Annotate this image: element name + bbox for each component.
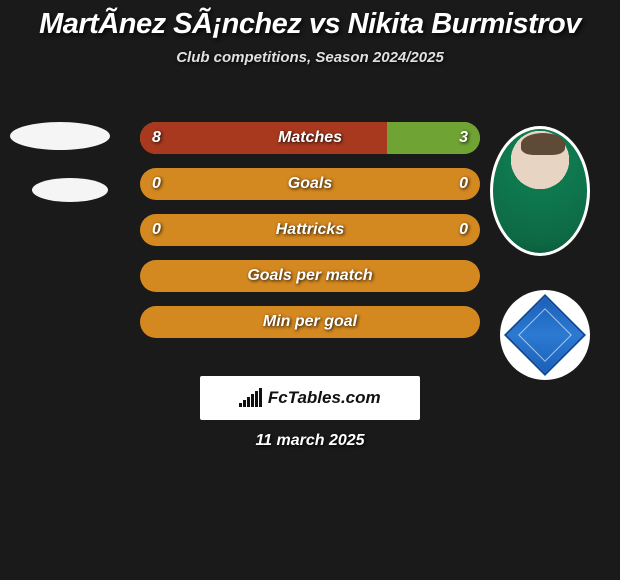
stat-label: Hattricks [140,221,480,239]
page-title: MartÃ­nez SÃ¡nchez vs Nikita Burmistrov [0,0,620,41]
comparison-card: MartÃ­nez SÃ¡nchez vs Nikita Burmistrov … [0,0,620,580]
stat-label: Goals [140,175,480,193]
club-diamond-icon [504,294,586,376]
stat-label: Matches [140,129,480,147]
stat-row: Goals per match [140,260,480,292]
player-left-avatar-placeholder [10,122,110,150]
stat-label: Goals per match [140,267,480,285]
source-logo: FcTables.com [200,376,420,420]
stats-area: Matches83Goals00Hattricks00Goals per mat… [140,122,480,352]
stat-label: Min per goal [140,313,480,331]
stat-value-right: 0 [459,175,468,193]
stat-row: Min per goal [140,306,480,338]
stat-row: Hattricks0 0 [140,214,480,246]
bar-chart-icon [239,389,262,407]
stat-value-right: 3 [459,129,468,147]
club-right-logo [500,290,590,380]
date-label: 11 march 2025 [0,432,620,450]
stat-row: Matches8 3 [140,122,480,154]
player-right-avatar [490,126,590,256]
stat-row: Goals0 0 [140,168,480,200]
source-logo-text: FcTables.com [268,388,381,408]
stat-value-left: 8 [152,129,161,147]
club-left-logo-placeholder [32,178,108,202]
stat-value-right: 0 [459,221,468,239]
stat-value-left: 0 [152,175,161,193]
stat-value-left: 0 [152,221,161,239]
subtitle: Club competitions, Season 2024/2025 [0,49,620,66]
